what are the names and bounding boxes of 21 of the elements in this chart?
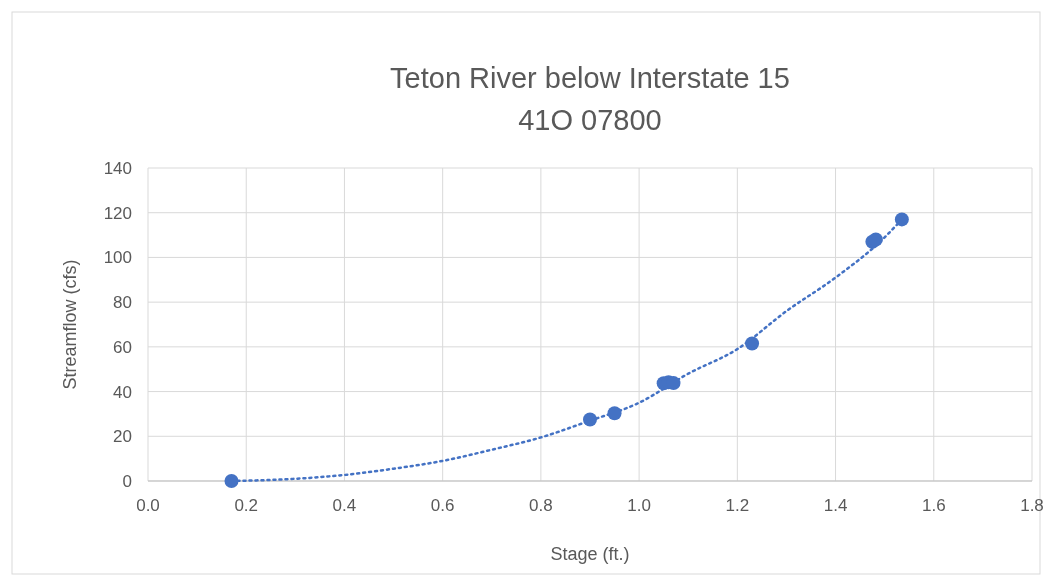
x-tick-label: 1.8 <box>1020 496 1044 515</box>
y-tick-label: 60 <box>113 337 132 357</box>
y-tick-label: 0 <box>122 471 132 491</box>
y-tick-label: 100 <box>103 248 132 268</box>
y-axis-title: Streamflow (cfs) <box>60 259 80 390</box>
x-tick-label: 1.4 <box>823 496 848 515</box>
x-tick-label: 0.6 <box>430 496 455 515</box>
x-tick-label: 1.0 <box>627 496 651 515</box>
y-tick-label: 120 <box>103 203 132 223</box>
x-axis-title: Stage (ft.) <box>550 544 630 564</box>
x-tick-label: 0.0 <box>136 496 160 515</box>
x-tick-label: 1.2 <box>725 496 750 515</box>
x-tick-label: 0.8 <box>529 496 553 515</box>
y-tick-label: 140 <box>103 158 132 178</box>
chart-title: Teton River below Interstate 15 41O 07800 <box>390 62 790 136</box>
x-tick-label: 0.2 <box>234 496 259 515</box>
y-tick-label: 80 <box>113 293 132 313</box>
y-tick-label: 20 <box>113 427 132 447</box>
x-tick-label: 0.4 <box>332 496 357 515</box>
x-tick-label: 1.6 <box>921 496 946 515</box>
y-tick-label: 40 <box>113 382 132 402</box>
